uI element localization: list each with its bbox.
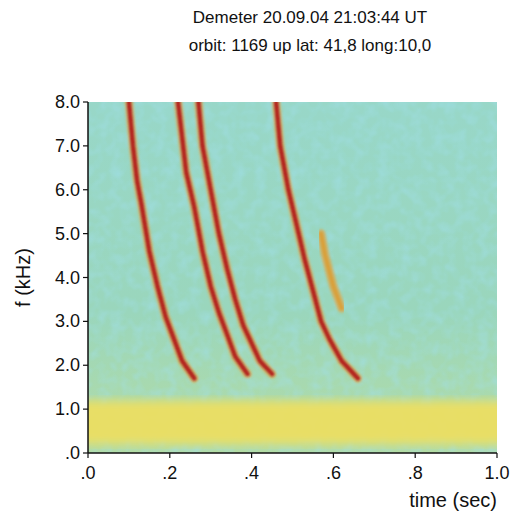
chart: Demeter 20.09.04 21:03:44 UT orbit: 1169 … [0,0,520,524]
subtitle: orbit: 1169 up lat: 41,8 long:10,0 [189,36,432,55]
y-tick [83,233,88,234]
whistler-trace [321,234,342,309]
x-axis [88,452,497,454]
y-tick-label: .0 [65,443,80,463]
y-tick [83,452,88,453]
y-tick-label: 5.0 [55,224,80,244]
y-axis-title: f (kHz) [12,248,34,307]
x-tick-label: 1.0 [484,463,509,483]
x-tick-label: .2 [162,463,177,483]
y-tick [83,277,88,278]
y-tick [83,101,88,102]
y-tick-label: 7.0 [55,136,80,156]
y-tick [83,145,88,146]
noise-band [88,400,497,444]
whistler-trace [198,102,272,374]
x-axis-title: time (sec) [409,489,497,511]
y-tick-label: 1.0 [55,399,80,419]
y-tick [83,321,88,322]
x-tick [169,453,170,458]
y-tick [83,365,88,366]
y-tick-label: 8.0 [55,92,80,112]
x-tick [251,453,252,458]
x-tick [87,453,88,458]
x-tick [496,453,497,458]
y-tick-label: 3.0 [55,311,80,331]
x-tick-label: .8 [408,463,423,483]
x-tick-label: .0 [80,463,95,483]
trace-glow [198,102,272,374]
title: Demeter 20.09.04 21:03:44 UT [193,8,427,27]
x-tick [415,453,416,458]
whistler-trace [178,102,248,374]
x-tick [333,453,334,458]
y-tick-label: 2.0 [55,355,80,375]
y-tick-label: 6.0 [55,180,80,200]
trace-glow [178,102,248,374]
x-tick-label: .4 [244,463,259,483]
plot-area [88,102,497,453]
x-tick-label: .6 [326,463,341,483]
y-tick [83,189,88,190]
trace-glow [321,234,342,309]
y-tick-label: 4.0 [55,268,80,288]
trace-glow [276,102,358,378]
y-tick [83,409,88,410]
whistler-trace [276,102,358,378]
